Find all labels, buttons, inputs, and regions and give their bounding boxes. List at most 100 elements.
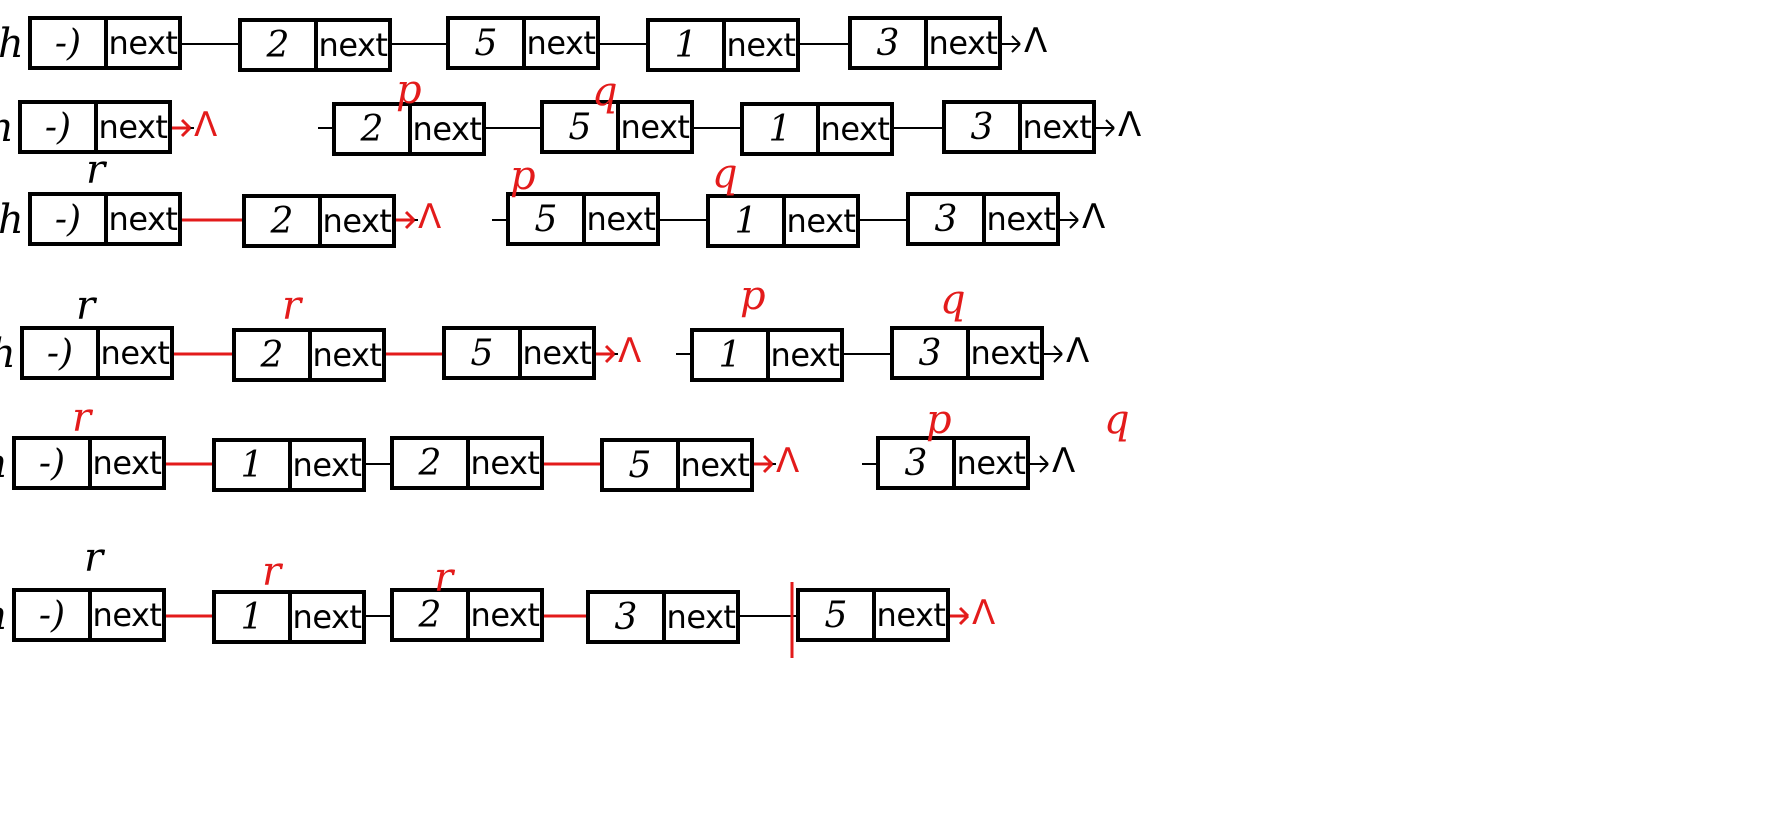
node-next-field: next bbox=[470, 440, 540, 486]
list-node: 1 next bbox=[690, 328, 844, 382]
list-node: 3 next bbox=[906, 192, 1060, 246]
list-node: 3 next bbox=[890, 326, 1044, 380]
node-next-field: next bbox=[108, 20, 178, 66]
pointer-label: q bbox=[712, 154, 738, 194]
node-value: 3 bbox=[946, 104, 1022, 150]
node-value: 5 bbox=[510, 196, 586, 242]
list-node: 5 next bbox=[446, 16, 600, 70]
node-next-field: next bbox=[522, 330, 592, 376]
node-value: 2 bbox=[242, 22, 318, 68]
node-next-field: next bbox=[322, 198, 392, 244]
node-value: 2 bbox=[394, 592, 470, 638]
null-terminator: Λ bbox=[1052, 444, 1075, 478]
node-value: -) bbox=[22, 104, 98, 150]
node-value: -) bbox=[16, 592, 92, 638]
node-next-field: next bbox=[470, 592, 540, 638]
pointer-label: p bbox=[396, 70, 422, 110]
pointer-label: r bbox=[282, 286, 301, 326]
list-node: -) next bbox=[12, 588, 166, 642]
list-node: 3 next bbox=[876, 436, 1030, 490]
null-arrow bbox=[1040, 456, 1048, 464]
node-next-field: next bbox=[108, 196, 178, 242]
node-value: 3 bbox=[852, 20, 928, 66]
list-node: 5 next bbox=[442, 326, 596, 380]
pointer-label: r bbox=[76, 286, 95, 326]
node-next-field: next bbox=[292, 442, 362, 488]
null-arrow bbox=[1054, 346, 1062, 354]
pointer-label: r bbox=[86, 150, 105, 190]
node-value: 5 bbox=[450, 20, 526, 66]
list-node: -) next bbox=[12, 436, 166, 490]
node-value: 1 bbox=[694, 332, 770, 378]
node-next-field: next bbox=[970, 330, 1040, 376]
null-arrow bbox=[1106, 128, 1114, 136]
node-next-field: next bbox=[292, 594, 362, 640]
node-value: 5 bbox=[800, 592, 876, 638]
list-node: 5 next bbox=[796, 588, 950, 642]
node-next-field: next bbox=[312, 332, 382, 378]
node-next-field: next bbox=[786, 198, 856, 244]
pointer-label: q bbox=[940, 280, 966, 320]
node-next-field: next bbox=[412, 106, 482, 152]
list-node: -) next bbox=[18, 100, 172, 154]
node-next-field: next bbox=[98, 104, 168, 150]
node-value: 2 bbox=[236, 332, 312, 378]
null-terminator: Λ bbox=[418, 200, 441, 234]
null-arrow bbox=[1054, 354, 1062, 362]
list-node: 2 next bbox=[390, 588, 544, 642]
head-label: h bbox=[0, 444, 8, 484]
pointer-label: p bbox=[740, 276, 766, 316]
node-next-field: next bbox=[986, 196, 1056, 242]
node-next-field: next bbox=[726, 22, 796, 68]
head-label: h bbox=[0, 108, 14, 148]
node-value: -) bbox=[16, 440, 92, 486]
node-value: -) bbox=[32, 196, 108, 242]
list-node: 2 next bbox=[232, 328, 386, 382]
list-node: 1 next bbox=[706, 194, 860, 248]
node-value: 1 bbox=[216, 442, 292, 488]
node-next-field: next bbox=[1022, 104, 1092, 150]
node-value: 1 bbox=[650, 22, 726, 68]
node-value: -) bbox=[32, 20, 108, 66]
node-next-field: next bbox=[586, 196, 656, 242]
list-node: -) next bbox=[28, 192, 182, 246]
pointer-label: p bbox=[926, 400, 952, 440]
node-next-field: next bbox=[820, 106, 890, 152]
null-arrow bbox=[1012, 36, 1020, 44]
null-terminator: Λ bbox=[1082, 200, 1105, 234]
node-value: 3 bbox=[880, 440, 956, 486]
node-next-field: next bbox=[620, 104, 690, 150]
list-node: 3 next bbox=[848, 16, 1002, 70]
pointer-label: r bbox=[434, 558, 453, 598]
node-next-field: next bbox=[92, 440, 162, 486]
node-value: -) bbox=[24, 330, 100, 376]
null-terminator: Λ bbox=[1024, 24, 1047, 58]
pointer-label: r bbox=[84, 538, 103, 578]
null-terminator: Λ bbox=[618, 334, 641, 368]
node-value: 3 bbox=[910, 196, 986, 242]
node-value: 1 bbox=[710, 198, 786, 244]
list-node: 1 next bbox=[212, 590, 366, 644]
node-next-field: next bbox=[318, 22, 388, 68]
null-arrow bbox=[1070, 220, 1078, 228]
node-value: 3 bbox=[590, 594, 666, 640]
head-label: h bbox=[0, 334, 16, 374]
node-next-field: next bbox=[876, 592, 946, 638]
node-value: 1 bbox=[744, 106, 820, 152]
node-next-field: next bbox=[666, 594, 736, 640]
list-node: -) next bbox=[20, 326, 174, 380]
head-label: h bbox=[0, 200, 24, 240]
null-terminator: Λ bbox=[1118, 108, 1141, 142]
null-terminator: Λ bbox=[776, 444, 799, 478]
null-arrow bbox=[1070, 212, 1078, 220]
list-node: 5 next bbox=[506, 192, 660, 246]
node-value: 5 bbox=[446, 330, 522, 376]
node-next-field: next bbox=[92, 592, 162, 638]
node-next-field: next bbox=[526, 20, 596, 66]
node-value: 3 bbox=[894, 330, 970, 376]
list-node: -) next bbox=[28, 16, 182, 70]
list-node: 2 next bbox=[238, 18, 392, 72]
pointer-label: q bbox=[1104, 400, 1130, 440]
list-node: 1 next bbox=[212, 438, 366, 492]
node-next-field: next bbox=[956, 440, 1026, 486]
